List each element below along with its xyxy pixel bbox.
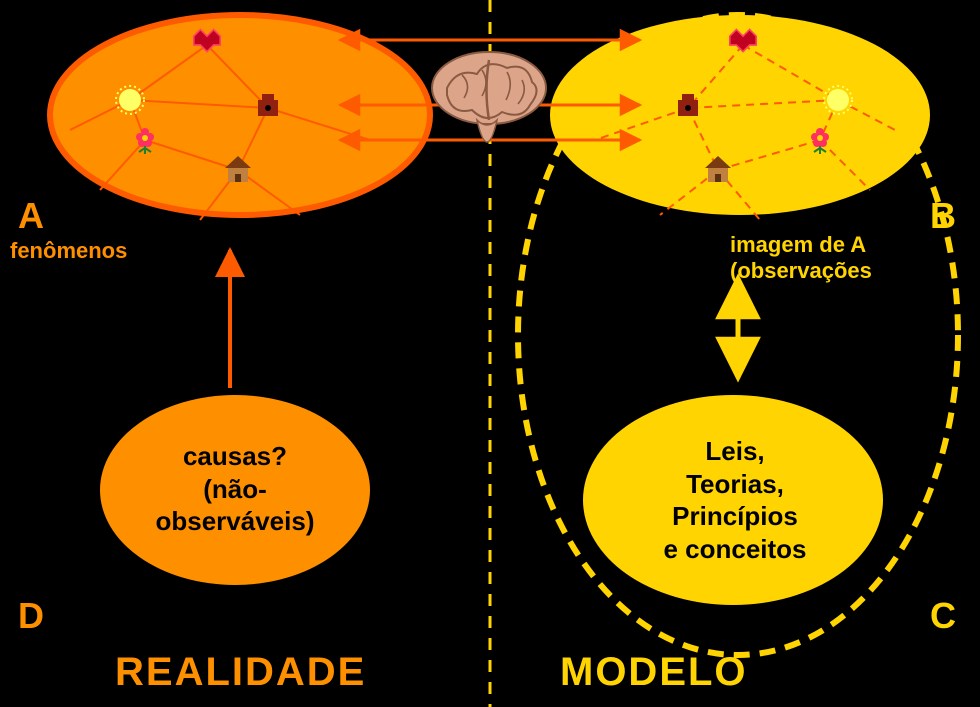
icon-heart-A	[194, 30, 220, 52]
leis-line1: Leis,	[625, 435, 845, 468]
brain-icon	[432, 52, 546, 142]
ellipse-B-imagem	[550, 15, 930, 215]
label-imagem-line2: (observações	[730, 258, 872, 284]
icon-flower-B	[811, 128, 829, 154]
icon-phone-B	[678, 94, 698, 116]
label-modelo: MODELO	[560, 650, 748, 695]
diagram-canvas: A fenômenos B imagem de A (observações D…	[0, 0, 980, 707]
label-D: D	[18, 595, 44, 637]
label-C: C	[930, 595, 956, 637]
leis-line4: e conceitos	[625, 533, 845, 566]
causas-line1: causas?	[140, 440, 330, 473]
causas-line3: observáveis)	[140, 505, 330, 538]
icon-house-B	[705, 156, 731, 182]
icon-heart-B	[730, 30, 756, 52]
network-B-edges	[595, 45, 895, 220]
icon-sun-A	[116, 86, 144, 114]
label-B: B	[930, 195, 956, 237]
label-A: A	[18, 195, 44, 237]
label-realidade: REALIDADE	[115, 650, 366, 695]
ellipse-A-fenomenos	[50, 15, 430, 215]
leis-line2: Teorias,	[625, 468, 845, 501]
text-leis: Leis, Teorias, Princípios e conceitos	[625, 435, 845, 565]
diagram-svg	[0, 0, 980, 707]
label-fenomenos: fenômenos	[10, 238, 127, 264]
icon-flower-A	[136, 128, 154, 154]
horizontal-arrows	[340, 40, 640, 140]
leis-line3: Princípios	[625, 500, 845, 533]
icon-sun-B	[824, 86, 852, 114]
icon-house-A	[225, 156, 251, 182]
label-imagem-line1: imagem de A	[730, 232, 866, 258]
network-A-edges	[70, 45, 370, 220]
icon-phone-A	[258, 94, 278, 116]
text-causas: causas? (não- observáveis)	[140, 440, 330, 538]
causas-line2: (não-	[140, 473, 330, 506]
